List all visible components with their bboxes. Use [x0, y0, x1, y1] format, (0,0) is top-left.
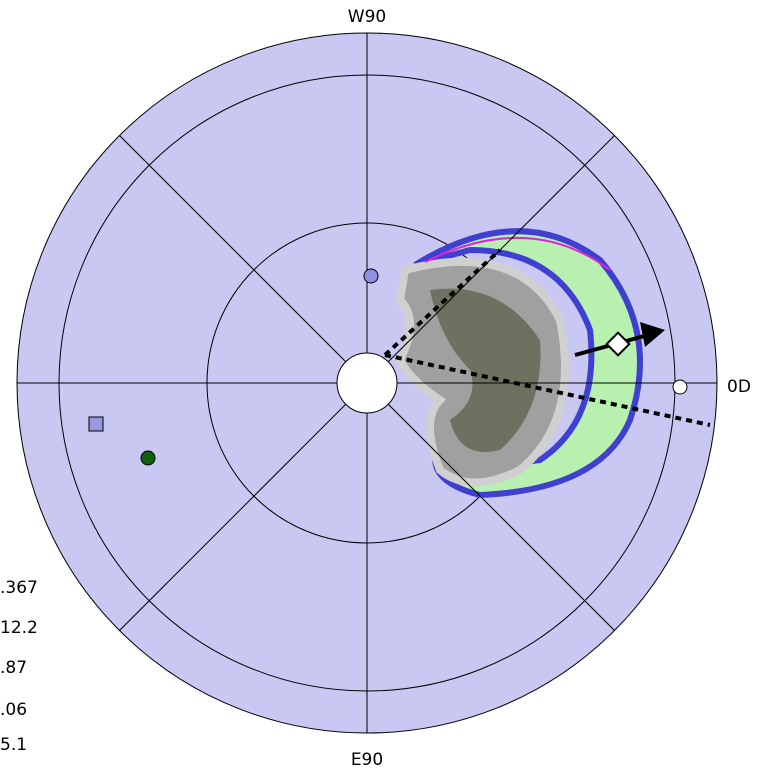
dotted-track: [383, 248, 502, 357]
dotted-track: [384, 353, 711, 427]
side-value: .367: [0, 578, 38, 598]
center-hole: [336, 352, 398, 414]
label-right: 0D: [727, 377, 751, 397]
side-value: .06: [0, 700, 27, 720]
dot-marker: [363, 268, 379, 284]
diamond-marker: [605, 331, 631, 357]
side-value: .87: [0, 658, 27, 678]
label-top: W90: [348, 7, 386, 27]
core-dark: [430, 288, 541, 452]
circle-marker: [672, 379, 688, 395]
green-marker: [140, 450, 156, 466]
contour: [424, 236, 611, 271]
side-value: 5.1: [0, 735, 27, 755]
side-values: .367 12.2 .87 .06 5.1: [0, 578, 38, 755]
side-value: 12.2: [0, 618, 38, 638]
square-marker: [88, 416, 104, 432]
oval-band: [413, 228, 643, 499]
label-bottom: E90: [351, 750, 383, 770]
arrow-head: [640, 322, 665, 347]
